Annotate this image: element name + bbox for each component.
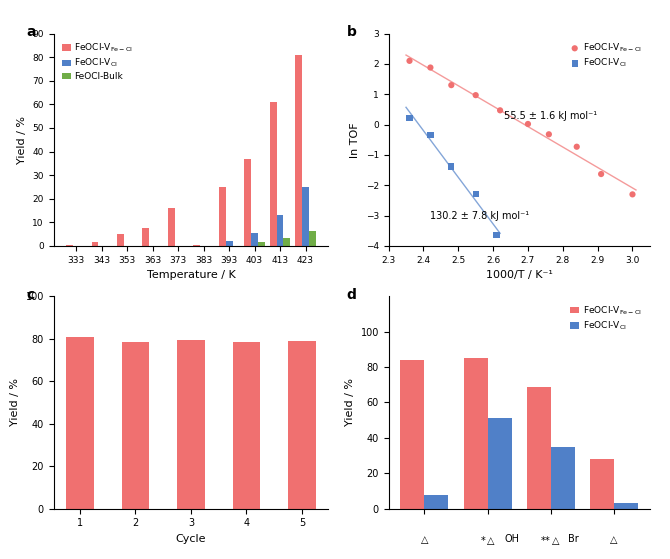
Text: 55.5 ± 1.6 kJ mol⁻¹: 55.5 ± 1.6 kJ mol⁻¹ bbox=[504, 111, 597, 121]
Bar bbox=[219, 187, 226, 246]
Y-axis label: Yield / %: Yield / % bbox=[17, 116, 27, 164]
Text: b: b bbox=[347, 25, 356, 39]
Legend: FeOCl-V$_\mathrm{Fe-Cl}$, FeOCl-V$_\mathrm{Cl}$, FeOCl-Bulk: FeOCl-V$_\mathrm{Fe-Cl}$, FeOCl-V$_\math… bbox=[58, 38, 137, 85]
FeOCl-V$_\mathrm{Fe-Cl}$ bbox=[523, 120, 533, 129]
Bar bbox=[226, 241, 232, 246]
Bar bbox=[66, 337, 94, 509]
FeOCl-V$_\mathrm{Fe-Cl}$ bbox=[470, 91, 481, 100]
Text: a: a bbox=[26, 25, 36, 39]
Text: **$\triangle$: **$\triangle$ bbox=[540, 534, 561, 547]
Bar bbox=[401, 360, 425, 509]
X-axis label: 1000/T / K⁻¹: 1000/T / K⁻¹ bbox=[486, 270, 553, 280]
X-axis label: Cycle: Cycle bbox=[176, 534, 206, 544]
Bar bbox=[258, 243, 265, 246]
Bar bbox=[168, 208, 175, 246]
Legend: FeOCl-V$_\mathrm{Fe-Cl}$, FeOCl-V$_\mathrm{Cl}$: FeOCl-V$_\mathrm{Fe-Cl}$, FeOCl-V$_\math… bbox=[567, 38, 645, 73]
FeOCl-V$_\mathrm{Cl}$ bbox=[470, 190, 481, 199]
Bar bbox=[283, 238, 290, 246]
X-axis label: Temperature / K: Temperature / K bbox=[147, 270, 235, 280]
FeOCl-V$_\mathrm{Cl}$ bbox=[491, 231, 502, 240]
Text: OH: OH bbox=[505, 534, 519, 544]
Bar bbox=[245, 159, 251, 246]
Legend: FeOCl-V$_\mathrm{Fe-Cl}$, FeOCl-V$_\mathrm{Cl}$: FeOCl-V$_\mathrm{Fe-Cl}$, FeOCl-V$_\math… bbox=[567, 301, 645, 336]
Text: d: d bbox=[347, 288, 356, 302]
Text: c: c bbox=[26, 288, 34, 302]
Text: $\triangle$: $\triangle$ bbox=[608, 534, 620, 546]
FeOCl-V$_\mathrm{Fe-Cl}$ bbox=[627, 190, 638, 199]
Bar bbox=[288, 341, 316, 509]
Bar bbox=[425, 495, 448, 509]
Bar bbox=[302, 187, 309, 246]
Y-axis label: Yield / %: Yield / % bbox=[10, 378, 20, 427]
Y-axis label: ln TOF: ln TOF bbox=[350, 122, 360, 158]
FeOCl-V$_\mathrm{Fe-Cl}$ bbox=[425, 63, 436, 72]
FeOCl-V$_\mathrm{Fe-Cl}$ bbox=[543, 130, 554, 139]
FeOCl-V$_\mathrm{Fe-Cl}$ bbox=[404, 56, 415, 65]
FeOCl-V$_\mathrm{Fe-Cl}$ bbox=[596, 169, 606, 178]
Bar bbox=[590, 459, 614, 509]
Bar bbox=[527, 387, 551, 509]
Text: Br: Br bbox=[567, 534, 578, 544]
Text: $\triangle$: $\triangle$ bbox=[419, 534, 430, 546]
Bar bbox=[309, 231, 316, 246]
Bar bbox=[194, 245, 200, 246]
Bar bbox=[614, 503, 638, 509]
Y-axis label: Yield / %: Yield / % bbox=[345, 378, 355, 427]
Text: 130.2 ± 7.8 kJ mol⁻¹: 130.2 ± 7.8 kJ mol⁻¹ bbox=[430, 211, 529, 221]
FeOCl-V$_\mathrm{Fe-Cl}$ bbox=[494, 106, 505, 115]
Bar bbox=[66, 245, 73, 246]
Bar bbox=[464, 358, 488, 509]
Bar bbox=[121, 342, 149, 509]
Bar bbox=[92, 243, 98, 246]
FeOCl-V$_\mathrm{Fe-Cl}$ bbox=[572, 142, 582, 151]
Bar bbox=[232, 342, 261, 509]
FeOCl-V$_\mathrm{Cl}$ bbox=[425, 131, 436, 140]
Bar bbox=[551, 447, 575, 509]
Bar bbox=[177, 340, 205, 509]
Bar bbox=[143, 228, 149, 246]
FeOCl-V$_\mathrm{Fe-Cl}$ bbox=[446, 80, 457, 89]
Bar bbox=[251, 233, 258, 246]
FeOCl-V$_\mathrm{Cl}$ bbox=[404, 113, 415, 122]
Text: *$\triangle$: *$\triangle$ bbox=[480, 534, 496, 547]
Bar bbox=[270, 102, 277, 246]
FeOCl-V$_\mathrm{Cl}$ bbox=[446, 162, 457, 171]
Bar bbox=[488, 418, 512, 509]
Bar bbox=[295, 55, 302, 246]
Bar bbox=[117, 234, 124, 246]
Bar bbox=[277, 215, 283, 246]
